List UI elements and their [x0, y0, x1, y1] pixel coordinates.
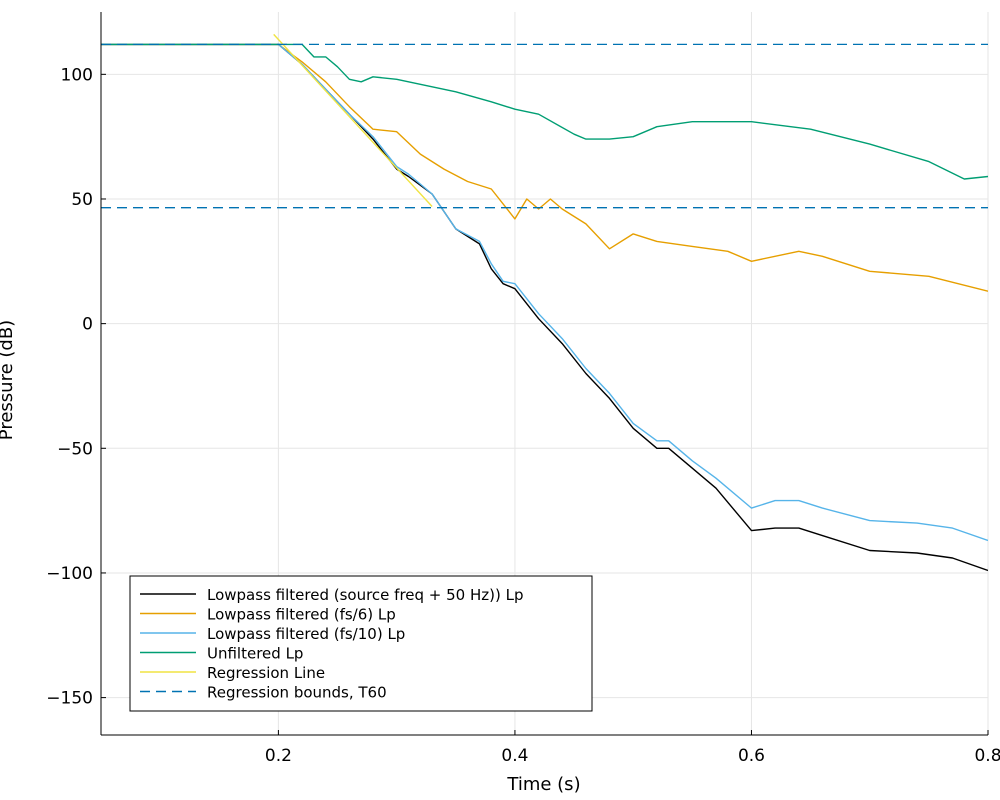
- series-lowpass-filtered-fs-6-lp-line: [101, 43, 988, 292]
- legend-entry: Regression bounds, T60: [140, 684, 387, 702]
- x-tick-label: 0.4: [501, 746, 528, 766]
- legend-label: Unfiltered Lp: [207, 645, 303, 663]
- y-tick-label: −150: [46, 689, 93, 709]
- x-tick-label: 0.2: [265, 746, 292, 766]
- legend: Lowpass filtered (source freq + 50 Hz)) …: [129, 575, 593, 712]
- legend-entry: Lowpass filtered (source freq + 50 Hz)) …: [140, 586, 524, 604]
- legend-label: Lowpass filtered (fs/6) Lp: [207, 606, 396, 624]
- legend-entry: Lowpass filtered (fs/10) Lp: [140, 625, 405, 643]
- y-tick-label: 0: [82, 315, 93, 335]
- legend-entry: Unfiltered Lp: [140, 645, 303, 663]
- legend-entry: Lowpass filtered (fs/6) Lp: [140, 606, 396, 624]
- series-lowpass-filtered-source-freq-50-hz-lp-line: [101, 43, 988, 572]
- legend-entry: Regression Line: [140, 664, 325, 682]
- legend-label: Lowpass filtered (fs/10) Lp: [207, 625, 405, 643]
- x-tick-label: 0.6: [738, 746, 765, 766]
- tick-labels: 0.2 0.4 0.6 0.8 100 50 0 −50 −100 −150: [46, 65, 1000, 766]
- series-unfiltered-lp-line: [101, 43, 988, 180]
- legend-label: Regression Line: [207, 664, 325, 682]
- series-lowpass-filtered-fs-10-lp-line: [101, 43, 988, 542]
- x-tick-label: 0.8: [974, 746, 1000, 766]
- y-tick-label: −100: [46, 564, 93, 584]
- series-regression-line-line: [273, 33, 433, 207]
- y-axis-title: Pressure (dB): [0, 320, 17, 440]
- y-tick-label: 50: [71, 190, 93, 210]
- axes: [100, 12, 989, 736]
- y-tick-label: −50: [57, 439, 93, 459]
- x-axis-title: Time (s): [506, 774, 580, 795]
- legend-label: Regression bounds, T60: [207, 684, 387, 702]
- series-lines: [101, 33, 988, 572]
- grid: [101, 12, 989, 735]
- y-tick-label: 100: [61, 65, 93, 85]
- legend-box: [129, 575, 593, 712]
- legend-label: Lowpass filtered (source freq + 50 Hz)) …: [207, 586, 524, 604]
